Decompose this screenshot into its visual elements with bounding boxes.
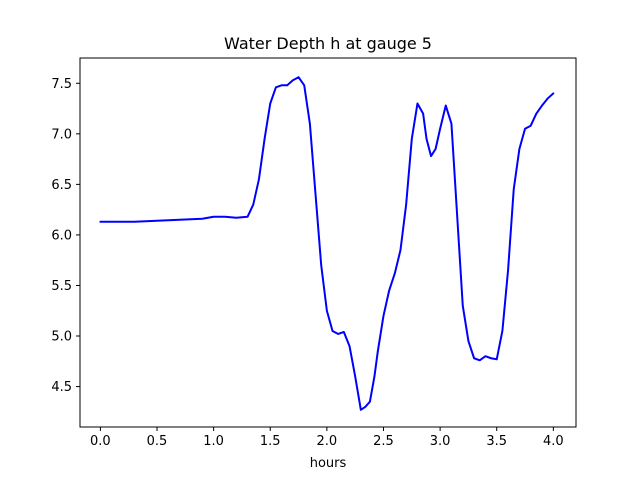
- y-tick-label: 7.0: [51, 127, 72, 142]
- y-tick-label: 6.5: [51, 178, 72, 193]
- plot-area: [99, 76, 555, 411]
- x-tick-label: 2.5: [373, 434, 394, 449]
- x-tick-label: 1.5: [260, 434, 281, 449]
- y-tick-label: 7.5: [51, 77, 72, 92]
- x-tick-label: 3.0: [430, 434, 451, 449]
- x-tick-label: 3.5: [486, 434, 507, 449]
- axes-frame: [79, 57, 577, 428]
- x-tick-label: 2.0: [317, 434, 338, 449]
- y-tick-label: 4.5: [51, 380, 72, 395]
- y-tick-label: 5.5: [51, 279, 72, 294]
- series-line-0: [99, 76, 555, 411]
- axes: 0.0 0.5 1.0 1.5 2.0 2.5 3.0 3.5 4.0 4.5 5.0 5.5 6.0 6…: [51, 57, 577, 449]
- x-tick-label: 1.0: [203, 434, 224, 449]
- x-tick-label: 0.5: [147, 434, 168, 449]
- y-tick-label: 5.0: [51, 330, 72, 345]
- y-tick-label: 6.0: [51, 228, 72, 243]
- x-tick-label: 0.0: [90, 434, 111, 449]
- x-axis-label: hours: [310, 456, 347, 471]
- x-tick-label: 4.0: [543, 434, 564, 449]
- chart-title: Water Depth h at gauge 5: [224, 34, 432, 53]
